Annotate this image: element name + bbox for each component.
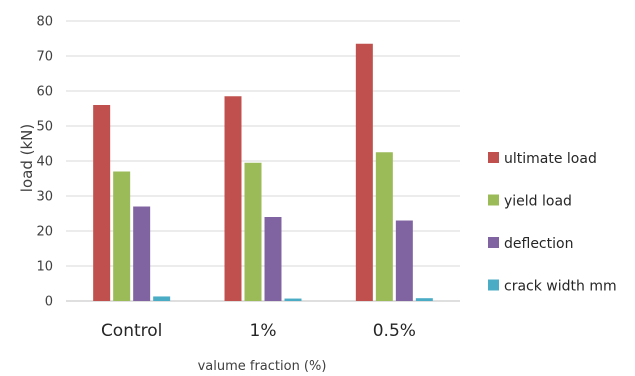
category-labels: Control 1% 0.5%	[101, 321, 416, 341]
legend-swatch	[488, 237, 499, 248]
y-tick-label: 20	[36, 225, 53, 240]
y-axis-title: load (kN)	[18, 124, 36, 192]
y-tick-label: 60	[36, 85, 53, 100]
bar-ultimate-load-2	[355, 43, 373, 301]
y-tick-labels: 0 10 20 30 40 50 60 70 80	[36, 15, 53, 310]
x-axis-title: valume fraction (%)	[198, 359, 327, 374]
bar-ultimate-load-0	[93, 105, 111, 301]
y-tick-label: 10	[36, 260, 53, 275]
category-label: Control	[101, 321, 162, 341]
legend-swatch	[488, 194, 499, 206]
legend-label: crack width mm	[504, 279, 617, 295]
bar-crack-width-mm-1	[284, 298, 302, 301]
legend-swatch	[488, 279, 499, 291]
bar-deflection-1	[264, 217, 282, 301]
bar-ultimate-load-1	[224, 96, 242, 301]
y-tick-label: 30	[36, 190, 53, 205]
legend-label: yield load	[504, 194, 572, 210]
bar-deflection-0	[133, 206, 151, 301]
gridlines	[66, 20, 460, 302]
bar-deflection-2	[395, 220, 413, 301]
legend: ultimate load yield load deflection crack w…	[488, 151, 617, 295]
y-tick-label: 50	[36, 120, 53, 135]
legend-label: ultimate load	[504, 151, 597, 167]
bar-yield-load-2	[375, 152, 393, 301]
y-tick-label: 70	[36, 50, 53, 65]
bars	[93, 43, 433, 301]
legend-swatch	[488, 152, 499, 163]
y-tick-label: 0	[45, 295, 53, 310]
category-label: 0.5%	[373, 321, 416, 341]
bar-crack-width-mm-2	[415, 298, 433, 301]
y-tick-label: 80	[36, 15, 53, 30]
y-tick-label: 40	[36, 155, 53, 170]
bar-yield-load-1	[244, 162, 262, 301]
category-label: 1%	[250, 321, 277, 341]
legend-label: deflection	[504, 236, 573, 252]
bar-yield-load-0	[113, 171, 131, 301]
bar-crack-width-mm-0	[153, 296, 171, 301]
